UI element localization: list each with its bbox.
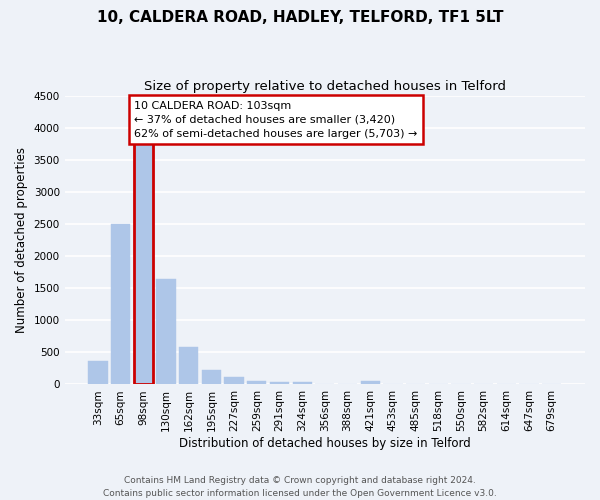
Bar: [134, 144, 153, 384]
X-axis label: Distribution of detached houses by size in Telford: Distribution of detached houses by size …: [179, 437, 471, 450]
Text: 10, CALDERA ROAD, HADLEY, TELFORD, TF1 5LT: 10, CALDERA ROAD, HADLEY, TELFORD, TF1 5…: [97, 10, 503, 25]
Bar: [88, 360, 107, 384]
Bar: [224, 378, 244, 384]
Y-axis label: Number of detached properties: Number of detached properties: [15, 147, 28, 333]
Bar: [157, 278, 176, 384]
Text: Contains HM Land Registry data © Crown copyright and database right 2024.
Contai: Contains HM Land Registry data © Crown c…: [103, 476, 497, 498]
Bar: [361, 381, 380, 384]
Bar: [247, 380, 266, 384]
Text: 10 CALDERA ROAD: 103sqm
← 37% of detached houses are smaller (3,420)
62% of semi: 10 CALDERA ROAD: 103sqm ← 37% of detache…: [134, 100, 418, 138]
Bar: [293, 382, 312, 384]
Title: Size of property relative to detached houses in Telford: Size of property relative to detached ho…: [144, 80, 506, 93]
Bar: [111, 224, 130, 384]
Bar: [179, 346, 199, 385]
Bar: [270, 382, 289, 384]
Bar: [202, 370, 221, 384]
